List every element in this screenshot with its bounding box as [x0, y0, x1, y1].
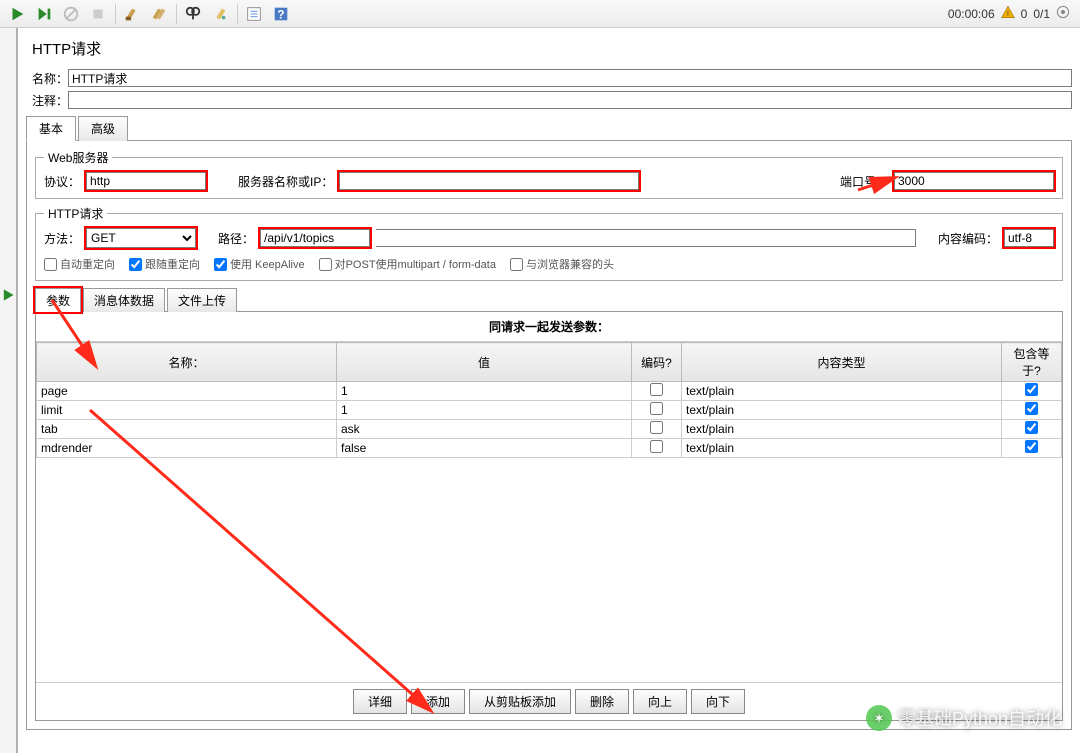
down-button[interactable]: 向下 — [691, 689, 745, 714]
path-input[interactable] — [260, 229, 370, 247]
encode-check[interactable] — [650, 383, 663, 396]
main-toolbar: ? 00:00:06 ! 0 0/1 — [0, 0, 1080, 28]
port-label: 端口号： — [840, 173, 888, 190]
col-ctype[interactable]: 内容类型 — [682, 343, 1002, 382]
method-select[interactable]: GET — [86, 228, 196, 248]
tab-advanced[interactable]: 高级 — [78, 116, 128, 141]
protocol-label: 协议： — [44, 173, 80, 190]
help-button[interactable]: ? — [268, 2, 294, 26]
svg-text:!: ! — [1007, 9, 1009, 18]
tab-basic[interactable]: 基本 — [26, 116, 76, 141]
follow-redirect-check[interactable]: 跟随重定向 — [129, 256, 200, 272]
name-input[interactable] — [68, 69, 1072, 87]
run-no-timer-button[interactable] — [31, 2, 57, 26]
function-button[interactable] — [207, 2, 233, 26]
eq-check[interactable] — [1025, 383, 1038, 396]
tab-upload[interactable]: 文件上传 — [167, 288, 237, 312]
params-table: 名称： 值 编码? 内容类型 包含等于? page1text/plainlimi… — [36, 342, 1062, 458]
config-tabs: 基本 高级 — [26, 115, 1072, 141]
watermark: ✶ 零基础Python自动化 — [866, 705, 1062, 731]
method-label: 方法： — [44, 230, 80, 247]
toolbar-separator — [176, 4, 177, 24]
server-label: 服务器名称或IP： — [238, 173, 333, 190]
eq-check[interactable] — [1025, 440, 1038, 453]
tree-gutter — [0, 28, 18, 753]
warning-count: 0 — [1021, 7, 1028, 21]
table-row[interactable]: tabasktext/plain — [37, 420, 1062, 439]
col-encode[interactable]: 编码? — [632, 343, 682, 382]
template-button[interactable] — [241, 2, 267, 26]
toolbar-status: 00:00:06 ! 0 0/1 — [948, 5, 1076, 22]
run-count: 0/1 — [1033, 7, 1050, 21]
toolbar-separator — [237, 4, 238, 24]
path-label: 路径： — [218, 230, 254, 247]
tab-params[interactable]: 参数 — [35, 288, 81, 312]
col-name[interactable]: 名称： — [37, 343, 337, 382]
wechat-icon: ✶ — [866, 705, 892, 731]
params-title: 同请求一起发送参数： — [36, 312, 1062, 342]
multipart-check[interactable]: 对POST使用multipart / form-data — [319, 256, 496, 272]
encoding-label: 内容编码： — [938, 230, 998, 247]
name-label: 名称： — [26, 70, 68, 87]
run-button[interactable] — [4, 2, 30, 26]
tab-body[interactable]: 消息体数据 — [83, 288, 165, 312]
watermark-text: 零基础Python自动化 — [898, 705, 1062, 731]
clear-all-button[interactable] — [146, 2, 172, 26]
thread-icon[interactable] — [1056, 5, 1070, 22]
col-eq[interactable]: 包含等于? — [1002, 343, 1062, 382]
auto-redirect-check[interactable]: 自动重定向 — [44, 256, 115, 272]
table-row[interactable]: limit1text/plain — [37, 401, 1062, 420]
encode-check[interactable] — [650, 421, 663, 434]
play-icon — [1, 288, 15, 305]
eq-check[interactable] — [1025, 402, 1038, 415]
browser-headers-check[interactable]: 与浏览器兼容的头 — [510, 256, 614, 272]
detail-button[interactable]: 详细 — [353, 689, 407, 714]
page-title: HTTP请求 — [32, 38, 1072, 59]
comment-input[interactable] — [68, 91, 1072, 109]
webserver-legend: Web服务器 — [44, 149, 112, 166]
encoding-input[interactable] — [1004, 229, 1054, 247]
port-input[interactable] — [894, 172, 1054, 190]
table-row[interactable]: mdrenderfalsetext/plain — [37, 439, 1062, 458]
path-input-ext[interactable] — [376, 229, 916, 247]
protocol-input[interactable] — [86, 172, 206, 190]
col-value[interactable]: 值 — [337, 343, 632, 382]
shutdown-button[interactable] — [85, 2, 111, 26]
keepalive-check[interactable]: 使用 KeepAlive — [214, 256, 305, 272]
toolbar-separator — [115, 4, 116, 24]
delete-button[interactable]: 删除 — [575, 689, 629, 714]
add-button[interactable]: 添加 — [411, 689, 465, 714]
svg-text:?: ? — [277, 8, 284, 21]
add-from-clipboard-button[interactable]: 从剪贴板添加 — [469, 689, 571, 714]
table-row[interactable]: page1text/plain — [37, 382, 1062, 401]
request-legend: HTTP请求 — [44, 205, 107, 222]
inner-tabs: 参数 消息体数据 文件上传 — [35, 287, 1063, 311]
encode-check[interactable] — [650, 402, 663, 415]
stop-button[interactable] — [58, 2, 84, 26]
eq-check[interactable] — [1025, 421, 1038, 434]
server-input[interactable] — [339, 172, 639, 190]
up-button[interactable]: 向上 — [633, 689, 687, 714]
request-fieldset: HTTP请求 方法： GET 路径： 内容编码： 自动重定向 跟随重定向 使用 … — [35, 205, 1063, 281]
elapsed-time: 00:00:06 — [948, 7, 995, 21]
comment-label: 注释： — [26, 92, 68, 109]
clear-button[interactable] — [119, 2, 145, 26]
encode-check[interactable] — [650, 440, 663, 453]
search-button[interactable] — [180, 2, 206, 26]
webserver-fieldset: Web服务器 协议： 服务器名称或IP： 端口号： — [35, 149, 1063, 199]
warning-icon: ! — [1001, 5, 1015, 22]
